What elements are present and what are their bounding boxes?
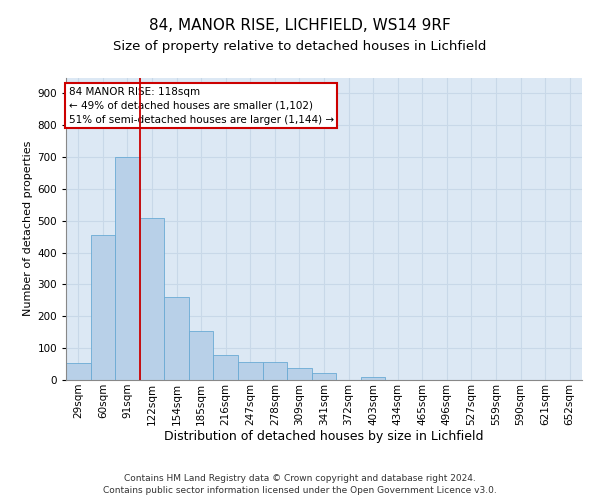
Bar	[312, 373, 336, 380]
Y-axis label: Number of detached properties: Number of detached properties	[23, 141, 33, 316]
Bar	[164, 297, 189, 380]
Bar	[91, 235, 115, 380]
Bar	[66, 364, 91, 380]
Text: Size of property relative to detached houses in Lichfield: Size of property relative to detached ho…	[113, 40, 487, 53]
Bar	[214, 354, 238, 380]
X-axis label: Distribution of detached houses by size in Lichfield: Distribution of detached houses by size …	[164, 430, 484, 444]
Bar	[189, 330, 214, 380]
Bar	[238, 362, 263, 380]
Text: 84 MANOR RISE: 118sqm
← 49% of detached houses are smaller (1,102)
51% of semi-d: 84 MANOR RISE: 118sqm ← 49% of detached …	[68, 86, 334, 124]
Text: Contains HM Land Registry data © Crown copyright and database right 2024.
Contai: Contains HM Land Registry data © Crown c…	[103, 474, 497, 495]
Bar	[361, 377, 385, 380]
Bar	[287, 368, 312, 380]
Bar	[140, 218, 164, 380]
Text: 84, MANOR RISE, LICHFIELD, WS14 9RF: 84, MANOR RISE, LICHFIELD, WS14 9RF	[149, 18, 451, 32]
Bar	[115, 157, 140, 380]
Bar	[263, 362, 287, 380]
